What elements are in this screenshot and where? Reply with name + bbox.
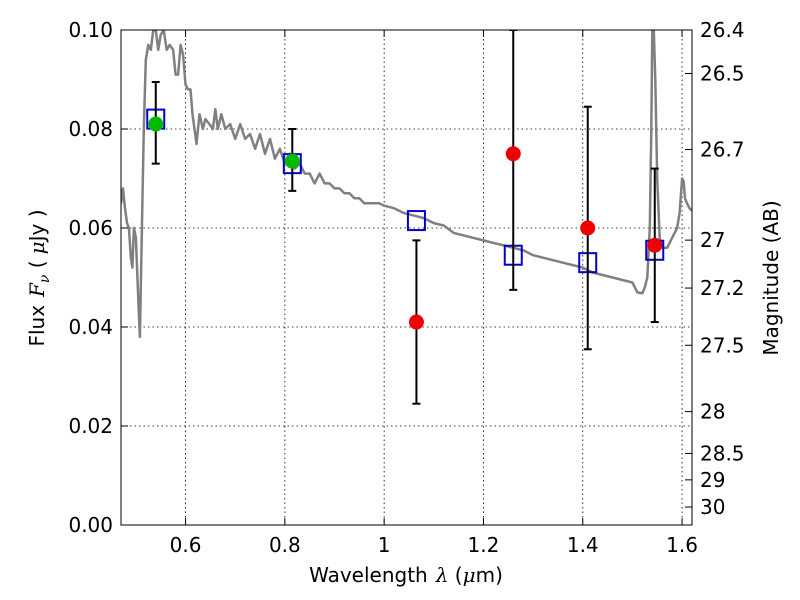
y2-tick-label: 27.2 <box>700 276 745 300</box>
x-tick-label: 1.2 <box>468 533 500 557</box>
x-tick-label: 0.6 <box>170 533 202 557</box>
y-tick-label: 0.06 <box>68 216 113 240</box>
observed-flux-point <box>284 153 300 169</box>
y-axis-label: FluxFν (μJy ) <box>25 209 53 346</box>
y2-tick-label: 26.4 <box>700 18 745 42</box>
y2-tick-label: 29 <box>700 468 725 492</box>
observed-flux-point <box>647 237 663 253</box>
y2-tick-label: 27 <box>700 228 725 252</box>
spectrum-line <box>121 30 692 339</box>
y-tick-label: 0.10 <box>68 18 113 42</box>
model-flux-marker <box>406 210 426 232</box>
y2-tick-label: 27.5 <box>700 333 745 357</box>
observed-flux-point <box>408 314 424 330</box>
y2-tick-label: 26.5 <box>700 62 745 86</box>
y-tick-label: 0.08 <box>68 117 113 141</box>
y2-tick-label: 26.7 <box>700 137 745 161</box>
x-tick-label: 0.8 <box>269 533 301 557</box>
axis-ticks: 0.6 0.8 1 1.2 1.4 1.6 0.00 0.02 0.04 0.06 0.08 0.10… <box>68 18 744 557</box>
y-tick-label: 0.04 <box>68 315 113 339</box>
y-tick-label: 0.02 <box>68 414 113 438</box>
plot-data <box>121 30 692 405</box>
x-tick-label: 1.4 <box>567 533 599 557</box>
x-tick-label: 1.6 <box>666 533 698 557</box>
y2-tick-label: 30 <box>700 495 725 519</box>
y2-axis-label: Magnitude (AB) <box>759 200 783 355</box>
y2-tick-label: 28.5 <box>700 441 745 465</box>
y2-tick-label: 28 <box>700 400 725 424</box>
x-axis-label: Wavelength λ (μm) <box>309 563 503 587</box>
x-tick-label: 1 <box>378 533 391 557</box>
observed-flux-point <box>580 220 596 236</box>
observed-flux-point <box>148 116 164 132</box>
observed-flux-point <box>505 146 521 162</box>
plot-frame <box>120 29 693 526</box>
y-tick-label: 0.00 <box>68 513 113 537</box>
